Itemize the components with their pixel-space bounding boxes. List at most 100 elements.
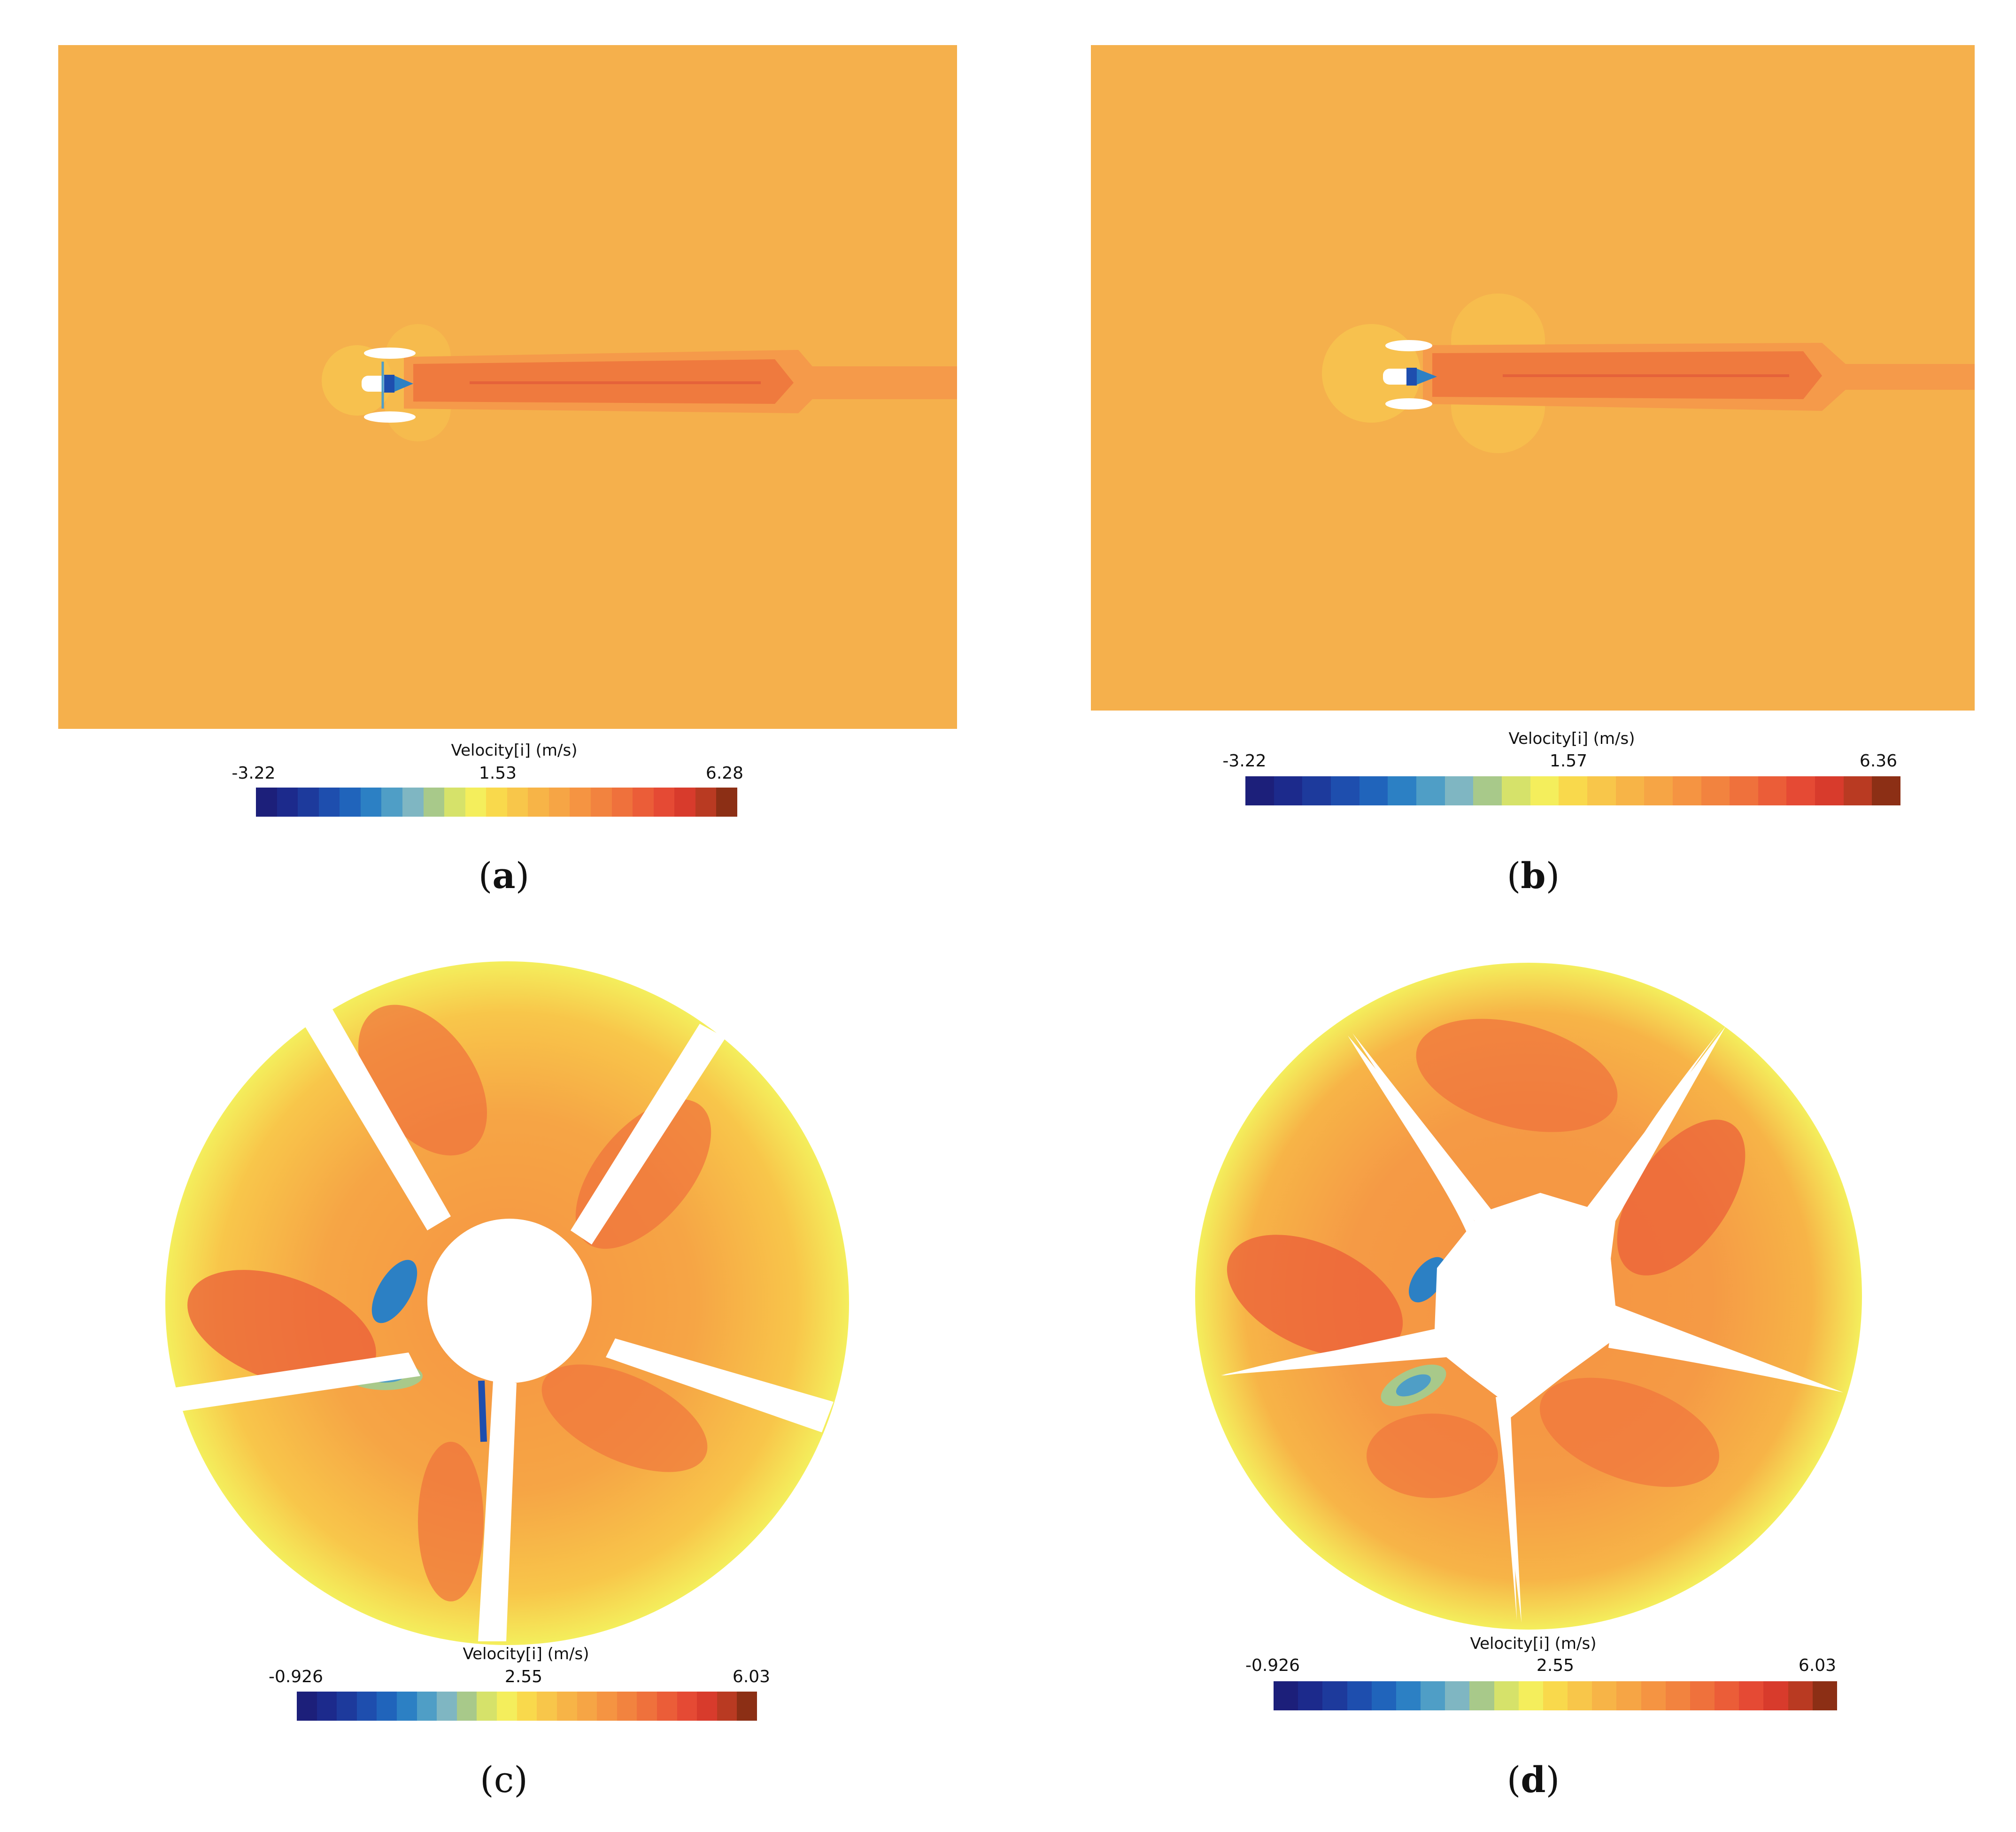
colorbar-mid-label-a: 1.53 [479, 764, 517, 783]
colorbar-title-a: Velocity[i] (m/s) [451, 741, 578, 760]
colorbar-segment [397, 1692, 417, 1721]
colorbar-max-label-c: 6.03 [732, 1667, 771, 1686]
colorbar-segment [1701, 776, 1730, 805]
colorbar-segment [697, 1692, 717, 1721]
colorbar-segment [716, 788, 737, 817]
colorbar-segment [1763, 1681, 1788, 1710]
colorbar-segment [528, 788, 549, 817]
colorbar-title-b: Velocity[i] (m/s) [1508, 729, 1635, 748]
colorbar-segment [1347, 1681, 1372, 1710]
colorbar-segment [317, 1692, 337, 1721]
colorbar-segment [1730, 776, 1758, 805]
colorbar-segment [548, 788, 570, 817]
near-field-bulge-a [322, 345, 392, 416]
colorbar-segment [1615, 776, 1645, 805]
colorbar-segment [1298, 1681, 1323, 1710]
duct-lower-b [1385, 398, 1432, 410]
colorbar-segment [591, 788, 612, 817]
colorbar-segment [423, 788, 445, 817]
colorbar-segment [657, 1692, 677, 1721]
colorbar-segment [717, 1692, 737, 1721]
colorbar-segment [1872, 776, 1901, 805]
colorbar-segment [1501, 776, 1530, 805]
duct-upper-b [1385, 340, 1432, 351]
colorbar-segment [633, 788, 654, 817]
colorbar-segment [497, 1692, 517, 1721]
colorbar-max-label-a: 6.28 [705, 764, 744, 783]
colorbar-segment [1274, 776, 1303, 805]
colorbar-segment [1672, 776, 1701, 805]
colorbar-segment [1445, 1681, 1470, 1710]
colorbar-c [297, 1692, 757, 1721]
colorbar-segment [577, 1692, 597, 1721]
colorbar-segment [1359, 776, 1388, 805]
colorbar-segment [456, 1692, 477, 1721]
colorbar-segment [611, 788, 633, 817]
colorbar-segment [1396, 1681, 1421, 1710]
colorbar-segment [417, 1692, 437, 1721]
colorbar-segment [570, 788, 591, 817]
colorbar-segment [297, 1692, 317, 1721]
colorbar-segment [1388, 776, 1416, 805]
colorbar-segment [1788, 1681, 1813, 1710]
colorbar-segment [1322, 1681, 1347, 1710]
colorbar-mid-label-b: 1.57 [1549, 751, 1588, 771]
colorbar-segment [1812, 1681, 1837, 1710]
colorbar-segment [1416, 776, 1445, 805]
colorbar-segment [1494, 1681, 1519, 1710]
colorbar-max-label-d: 6.03 [1798, 1656, 1837, 1675]
colorbar-segment [1690, 1681, 1715, 1710]
colorbar-segment [674, 788, 695, 817]
colorbar-segment [444, 788, 465, 817]
colorbar-segment [1543, 1681, 1568, 1710]
hub-b [1383, 369, 1411, 385]
colorbar-segment [677, 1692, 697, 1721]
colorbar-segment [377, 1692, 397, 1721]
colorbar-segment [318, 788, 340, 817]
colorbar-segment [1715, 1681, 1739, 1710]
colorbar-segment [298, 788, 319, 817]
colorbar-segment [1568, 1681, 1592, 1710]
colorbar-segment [1665, 1681, 1690, 1710]
colorbar-segment [1559, 776, 1587, 805]
colorbar-segment [507, 788, 528, 817]
colorbar-segment [477, 1692, 497, 1721]
colorbar-title-c: Velocity[i] (m/s) [463, 1645, 589, 1663]
colorbar-segment [1469, 1681, 1494, 1710]
colorbar-segment [337, 1692, 357, 1721]
colorbar-max-label-b: 6.36 [1859, 751, 1898, 771]
colorbar-segment [1843, 776, 1872, 805]
colorbar-segment [1739, 1681, 1764, 1710]
colorbar-d [1274, 1681, 1837, 1710]
colorbar-segment [1330, 776, 1359, 805]
colorbar-segment [1644, 776, 1673, 805]
caption-c: (c) [480, 1759, 528, 1801]
colorbar-segment [340, 788, 361, 817]
colorbar-segment [465, 788, 487, 817]
colorbar-segment [1530, 776, 1559, 805]
caption-b: (b) [1506, 855, 1560, 897]
colorbar-segment [356, 1692, 377, 1721]
hub-c [427, 1219, 592, 1383]
colorbar-segment [517, 1692, 537, 1721]
colorbar-segment [486, 788, 507, 817]
colorbar-segment [737, 1692, 757, 1721]
colorbar-segment [1245, 776, 1274, 805]
duct-lower-a [364, 411, 416, 423]
colorbar-min-label-b: -3.22 [1222, 751, 1267, 771]
colorbar-min-label-a: -3.22 [232, 764, 276, 783]
colorbar-segment [277, 788, 298, 817]
caption-d: (d) [1506, 1759, 1560, 1801]
colorbar-segment [695, 788, 717, 817]
hub-d [1468, 1219, 1599, 1350]
caption-a: (a) [478, 855, 530, 897]
colorbar-title-d: Velocity[i] (m/s) [1470, 1634, 1597, 1653]
colorbar-segment [402, 788, 424, 817]
colorbar-mid-label-d: 2.55 [1536, 1656, 1575, 1675]
colorbar-segment [1473, 776, 1502, 805]
colorbar-segment [1641, 1681, 1666, 1710]
colorbar-segment [617, 1692, 637, 1721]
colorbar-segment [1302, 776, 1331, 805]
